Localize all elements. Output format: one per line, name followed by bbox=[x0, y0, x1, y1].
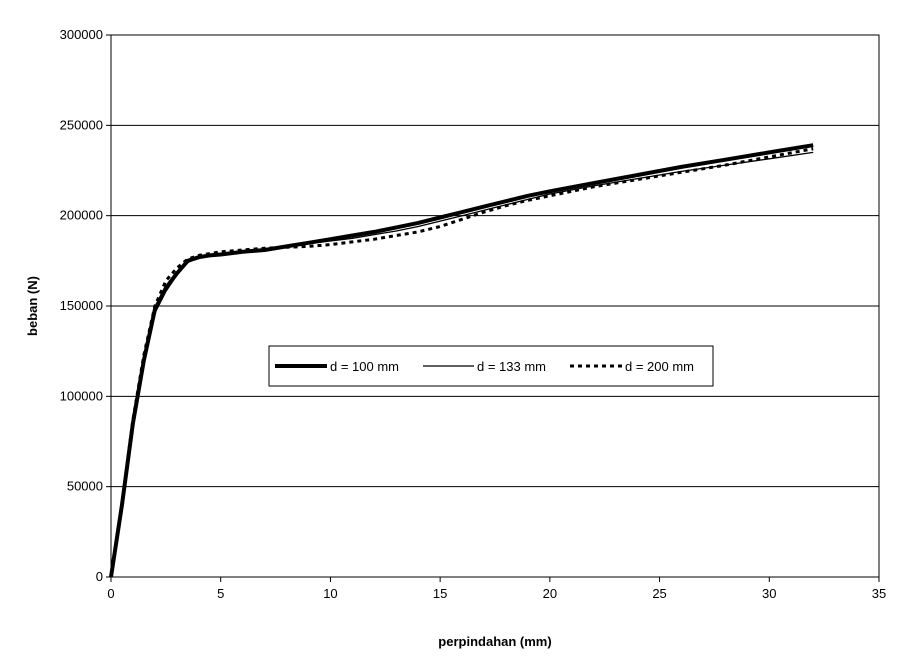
x-tick-label: 10 bbox=[323, 586, 337, 601]
y-axis-title: beban (N) bbox=[25, 276, 40, 336]
legend-label-3: d = 200 mm bbox=[625, 359, 694, 374]
x-tick-label: 25 bbox=[652, 586, 666, 601]
y-tick-label: 250000 bbox=[60, 117, 103, 132]
y-tick-label: 300000 bbox=[60, 27, 103, 42]
legend-label-1: d = 100 mm bbox=[330, 359, 399, 374]
y-tick-label: 50000 bbox=[67, 479, 103, 494]
series-lines bbox=[109, 143, 814, 578]
legend-box bbox=[268, 345, 714, 387]
y-tick-label: 150000 bbox=[60, 298, 103, 313]
y-tick-label: 100000 bbox=[60, 388, 103, 403]
legend: d = 100 mm d = 133 mm d = 200 mm bbox=[268, 345, 714, 387]
grid-lines bbox=[111, 124, 879, 488]
x-tick-label: 20 bbox=[543, 586, 557, 601]
series-line-3 bbox=[109, 147, 814, 578]
x-axis-title: perpindahan (mm) bbox=[438, 634, 551, 649]
x-tick-label: 5 bbox=[217, 586, 224, 601]
axes: 0 50000 100000 150000 200000 250000 300000 0 5 10… bbox=[60, 27, 887, 601]
y-tick-label: 200000 bbox=[60, 208, 103, 223]
y-tick-label: 0 bbox=[96, 569, 103, 584]
legend-label-2: d = 133 mm bbox=[477, 359, 546, 374]
x-tick-label: 15 bbox=[433, 586, 447, 601]
series-line-1 bbox=[109, 143, 814, 578]
x-tick-label: 35 bbox=[872, 586, 886, 601]
x-tick-label: 0 bbox=[107, 586, 114, 601]
x-tick-label: 30 bbox=[762, 586, 776, 601]
